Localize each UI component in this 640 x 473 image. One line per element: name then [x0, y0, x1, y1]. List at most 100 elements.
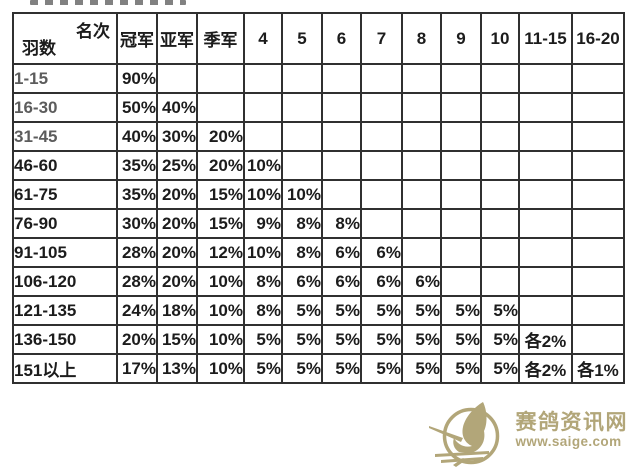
prize-cell: 40% [156, 92, 198, 123]
prize-cell: 20% [156, 208, 198, 239]
prize-cell: 6% [401, 266, 442, 297]
prize-cell [281, 92, 323, 123]
prize-cell: 20% [156, 266, 198, 297]
prize-cell [518, 237, 573, 268]
prize-cell: 5% [480, 295, 520, 326]
prize-cell [571, 237, 625, 268]
prize-cell [571, 266, 625, 297]
prize-distribution-table: 名次 羽数 冠军 亚军 季军 4 5 6 7 8 9 10 11-15 16-20 1-15 90% 16… [12, 12, 625, 384]
prize-cell: 5% [401, 353, 442, 384]
prize-cell [518, 208, 573, 239]
column-header: 季军 [196, 12, 245, 65]
prize-cell: 5% [401, 295, 442, 326]
prize-cell [243, 121, 283, 152]
prize-cell [571, 179, 625, 210]
prize-cell: 10% [196, 266, 245, 297]
prize-cell: 8% [243, 295, 283, 326]
prize-cell: 5% [480, 324, 520, 355]
prize-cell [518, 92, 573, 123]
table-body: 1-15 90% 16-30 50% 40% 31-45 40% 30% 20% 46-60 35%… [12, 63, 625, 384]
prize-cell [518, 295, 573, 326]
prize-cell: 6% [281, 266, 323, 297]
prize-cell: 10% [196, 295, 245, 326]
prize-cell: 5% [243, 324, 283, 355]
prize-cell: 6% [360, 266, 403, 297]
prize-cell: 20% [116, 324, 158, 355]
prize-cell [518, 121, 573, 152]
corner-label-birds: 羽数 [22, 39, 56, 58]
prize-cell: 5% [360, 324, 403, 355]
prize-cell [360, 150, 403, 181]
prize-cell: 28% [116, 266, 158, 297]
row-label: 46-60 [12, 150, 118, 181]
prize-cell [243, 63, 283, 94]
prize-cell [480, 92, 520, 123]
corner-label-rank: 名次 [76, 22, 110, 41]
prize-cell: 25% [156, 150, 198, 181]
prize-cell [243, 92, 283, 123]
column-header: 9 [440, 12, 482, 65]
table-row: 91-105 28% 20% 12% 10% 8% 6% 6% [12, 237, 625, 268]
prize-cell [571, 324, 625, 355]
table-row: 151以上 17% 13% 10% 5% 5% 5% 5% 5% 5% 5% 各2% 各1% [12, 353, 625, 384]
row-label: 91-105 [12, 237, 118, 268]
prize-cell: 8% [281, 208, 323, 239]
prize-cell: 各1% [571, 353, 625, 384]
prize-cell: 50% [116, 92, 158, 123]
site-url: www.saige.com [515, 433, 622, 449]
table-row: 31-45 40% 30% 20% [12, 121, 625, 152]
prize-cell [360, 179, 403, 210]
prize-cell [321, 179, 362, 210]
prize-cell [401, 63, 442, 94]
row-label: 136-150 [12, 324, 118, 355]
prize-cell: 13% [156, 353, 198, 384]
prize-cell: 20% [156, 179, 198, 210]
prize-cell: 15% [156, 324, 198, 355]
table-row: 106-120 28% 20% 10% 8% 6% 6% 6% 6% [12, 266, 625, 297]
prize-cell [360, 121, 403, 152]
corner-header-cell: 名次 羽数 [12, 12, 118, 65]
header-row: 名次 羽数 冠军 亚军 季军 4 5 6 7 8 9 10 11-15 16-20 [12, 12, 625, 65]
prize-cell [401, 121, 442, 152]
cropped-title-fragment [30, 0, 186, 5]
table-row: 46-60 35% 25% 20% 10% [12, 150, 625, 181]
prize-cell [360, 208, 403, 239]
prize-cell: 5% [440, 353, 482, 384]
prize-cell [480, 237, 520, 268]
site-watermark: 赛鸽资讯网 www.saige.com [423, 396, 629, 473]
prize-cell: 9% [243, 208, 283, 239]
prize-cell [571, 295, 625, 326]
prize-cell: 5% [480, 353, 520, 384]
prize-cell [518, 179, 573, 210]
prize-cell [440, 266, 482, 297]
column-header: 亚军 [156, 12, 198, 65]
prize-cell: 30% [116, 208, 158, 239]
prize-cell [480, 121, 520, 152]
prize-cell [440, 208, 482, 239]
prize-cell: 90% [116, 63, 158, 94]
prize-cell: 8% [243, 266, 283, 297]
prize-cell: 5% [281, 353, 323, 384]
prize-cell [281, 150, 323, 181]
prize-cell [321, 150, 362, 181]
prize-cell [196, 63, 245, 94]
prize-cell: 6% [360, 237, 403, 268]
prize-cell: 5% [360, 353, 403, 384]
prize-cell: 18% [156, 295, 198, 326]
prize-cell [401, 179, 442, 210]
prize-cell [480, 266, 520, 297]
prize-cell: 10% [243, 179, 283, 210]
site-name: 赛鸽资讯网 [515, 410, 628, 434]
row-label: 151以上 [12, 353, 118, 384]
column-header: 11-15 [518, 12, 573, 65]
prize-cell [440, 63, 482, 94]
row-label: 106-120 [12, 266, 118, 297]
prize-cell [360, 63, 403, 94]
prize-cell: 10% [196, 324, 245, 355]
column-header: 16-20 [571, 12, 625, 65]
prize-cell: 10% [243, 237, 283, 268]
column-header: 4 [243, 12, 283, 65]
prize-cell: 5% [321, 295, 362, 326]
column-header: 冠军 [116, 12, 158, 65]
table-row: 16-30 50% 40% [12, 92, 625, 123]
